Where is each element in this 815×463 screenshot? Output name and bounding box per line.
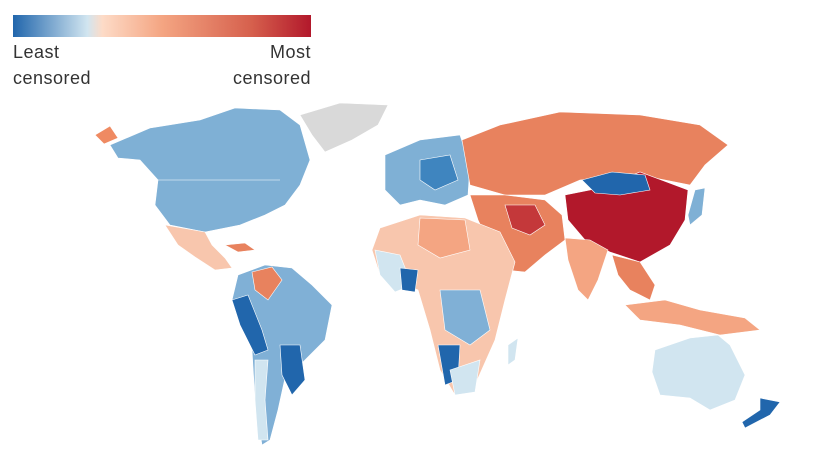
region xyxy=(279,344,306,396)
region xyxy=(507,337,519,366)
region xyxy=(564,237,609,301)
legend-high-label: Most censored xyxy=(232,42,311,88)
region xyxy=(299,102,389,153)
region xyxy=(611,254,656,301)
region xyxy=(449,359,481,396)
region xyxy=(687,187,706,226)
region xyxy=(254,359,269,441)
region xyxy=(223,242,256,253)
legend-low-label: Least censored xyxy=(13,42,92,88)
region xyxy=(94,125,119,145)
region xyxy=(417,217,471,259)
region xyxy=(231,294,269,356)
region xyxy=(251,266,283,301)
region xyxy=(741,397,781,429)
region xyxy=(651,334,746,411)
region xyxy=(164,224,233,271)
region xyxy=(439,289,491,346)
region xyxy=(461,111,729,196)
region xyxy=(624,299,761,336)
region xyxy=(581,171,651,196)
region xyxy=(504,204,546,236)
region xyxy=(399,267,419,293)
region xyxy=(419,154,459,191)
legend-gradient xyxy=(13,15,311,37)
region xyxy=(109,107,311,233)
